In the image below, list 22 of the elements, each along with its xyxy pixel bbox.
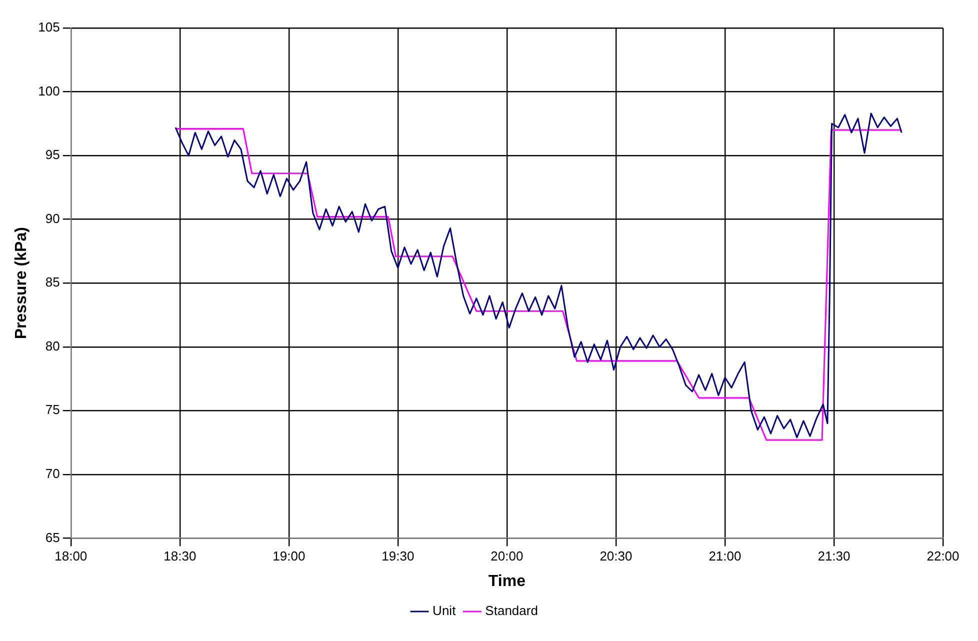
- y-tick-label: 85: [45, 274, 60, 290]
- x-tick-label: 18:30: [164, 548, 196, 564]
- x-axis-title: Time: [488, 572, 526, 590]
- x-tick-label: 18:00: [54, 548, 88, 564]
- legend-label: Standard: [485, 603, 538, 618]
- y-tick-label: 105: [38, 20, 60, 35]
- y-tick-label: 70: [45, 466, 60, 482]
- y-tick-label: 100: [38, 83, 60, 98]
- y-tick-label: 65: [45, 530, 60, 545]
- y-tick-label: 75: [45, 402, 60, 418]
- x-tick-label: 21:30: [818, 548, 850, 564]
- x-tick-label: 22:00: [926, 548, 960, 564]
- y-tick-label: 95: [45, 147, 60, 162]
- y-tick-label: 80: [45, 338, 60, 354]
- y-axis-title: Pressure (kPa): [13, 227, 30, 340]
- y-tick-label: 90: [45, 210, 60, 226]
- x-tick-label: 19:00: [272, 548, 306, 564]
- x-tick-label: 19:30: [382, 548, 414, 564]
- legend-label: Unit: [432, 603, 456, 618]
- x-tick-label: 20:30: [600, 548, 632, 564]
- x-tick-label: 20:00: [490, 548, 524, 564]
- x-tick-label: 21:00: [708, 548, 742, 564]
